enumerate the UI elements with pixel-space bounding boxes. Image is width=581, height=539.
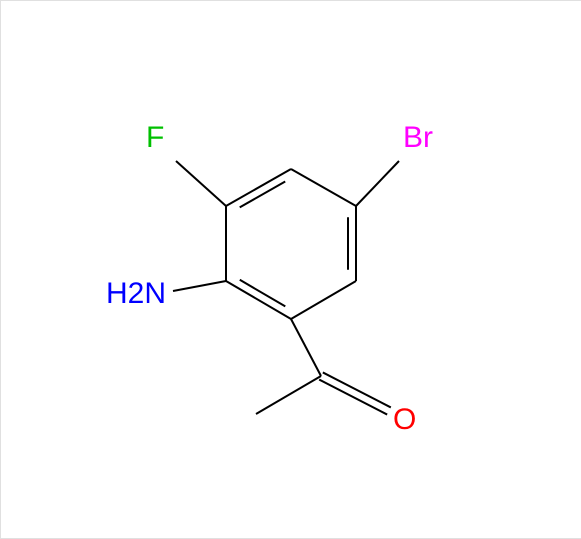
oxygen-label: O [393, 405, 416, 435]
amino-label: H2N [106, 279, 166, 309]
fluorine-label: F [146, 123, 164, 153]
bromine-label: Br [403, 123, 433, 153]
bond-layer [1, 1, 581, 538]
molecule-canvas: F Br H2N O [0, 0, 581, 539]
